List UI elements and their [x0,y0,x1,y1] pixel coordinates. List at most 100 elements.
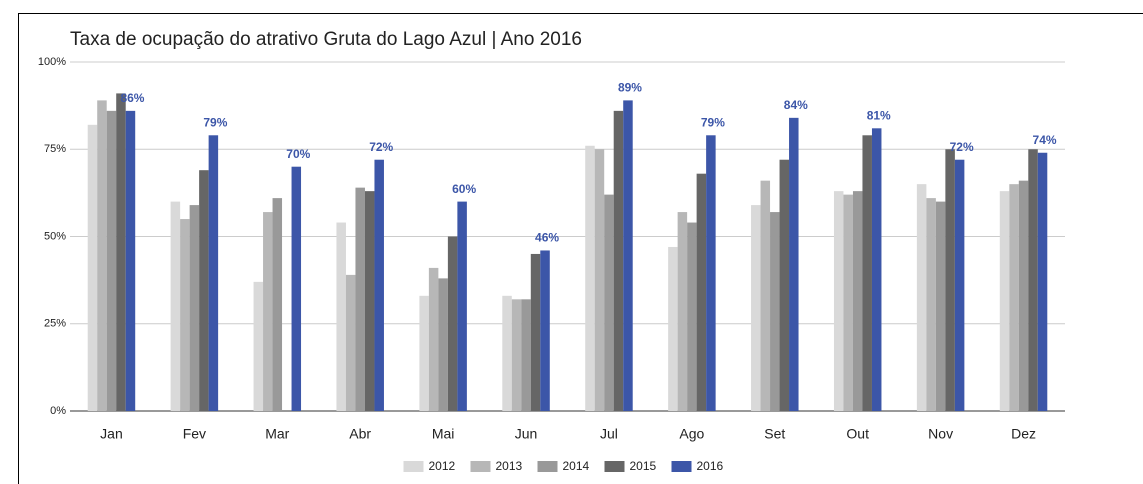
bar [1037,152,1048,412]
bar [770,212,780,411]
bar [1028,149,1038,411]
chart-title: Taxa de ocupação do atrativo Gruta do La… [70,29,582,50]
value-label: 86% [120,91,144,105]
bar [1018,180,1029,411]
bar [199,170,209,411]
bar [871,128,882,411]
y-tick-label: 25% [44,318,66,330]
bar [125,110,136,412]
value-label: 74% [1033,133,1057,147]
x-tick-label: Jan [100,426,123,442]
legend-label: 2014 [563,459,590,473]
bar [97,100,107,411]
legend-swatch [671,461,692,472]
legend-label: 2013 [496,459,523,473]
legend-label: 2015 [630,459,657,473]
bar [364,191,375,411]
bar [833,191,844,411]
x-tick-label: Out [846,426,869,442]
bar [706,135,716,412]
bar [180,219,190,411]
value-label: 46% [535,231,559,245]
bar [438,278,448,411]
bar [511,299,522,411]
bar [263,212,273,411]
bar [428,267,439,411]
legend-swatch [470,461,491,472]
value-label: 72% [950,140,974,154]
bar [106,110,117,412]
bar [862,135,872,412]
x-tick-label: Set [764,426,785,442]
y-tick-label: 100% [38,56,66,68]
bar [668,246,678,411]
bar [613,110,624,412]
bar [345,274,356,411]
bar [291,166,302,411]
bar [677,212,688,411]
value-label: 89% [618,81,642,95]
bar [779,159,790,411]
bar [530,253,541,411]
bar [916,184,927,411]
x-tick-label: Dez [1011,426,1036,442]
legend-swatch [537,461,558,472]
legend-swatch [403,461,424,472]
bar [1009,184,1019,411]
value-label: 70% [286,147,310,161]
value-label: 79% [701,115,725,129]
bar [336,222,346,411]
legend-label: 2012 [429,459,456,473]
bar [457,201,467,411]
y-tick-label: 75% [44,143,66,155]
bar [170,201,181,411]
bar [116,93,126,411]
bar [447,236,458,411]
x-tick-label: Mai [432,426,455,442]
value-label: 84% [784,98,808,112]
bar [521,299,531,411]
bar [253,281,264,411]
bar [419,295,429,411]
bar [208,135,219,412]
legend-swatch [604,461,625,472]
bar [585,145,595,411]
x-tick-label: Jun [515,426,538,442]
x-tick-label: Abr [349,426,371,442]
bar [843,194,853,411]
y-tick-label: 0% [50,405,66,417]
bar [502,295,512,411]
bar [954,159,965,411]
bar [852,191,863,411]
bar [696,173,707,411]
value-label: 79% [203,115,227,129]
bar [374,159,384,411]
bar [760,180,771,411]
bar [189,205,200,411]
bar [687,222,697,411]
bar [594,149,605,411]
bar [87,124,98,411]
bar [272,198,283,411]
x-tick-label: Mar [265,426,289,442]
legend-label: 2016 [697,459,724,473]
value-label: 72% [369,140,393,154]
x-tick-label: Ago [679,426,704,442]
bar [945,149,955,411]
bar [355,187,365,411]
bar [789,117,799,411]
value-label: 60% [452,182,476,196]
bar [999,191,1010,411]
x-tick-label: Fev [183,426,206,442]
bar [540,250,550,411]
value-label: 81% [867,108,891,122]
y-tick-label: 50% [44,230,66,242]
bar [926,198,936,411]
x-tick-label: Jul [600,426,618,442]
x-tick-label: Nov [928,426,953,442]
bar [623,100,633,411]
bar [935,201,946,411]
bar [751,205,761,411]
bar [604,194,614,411]
